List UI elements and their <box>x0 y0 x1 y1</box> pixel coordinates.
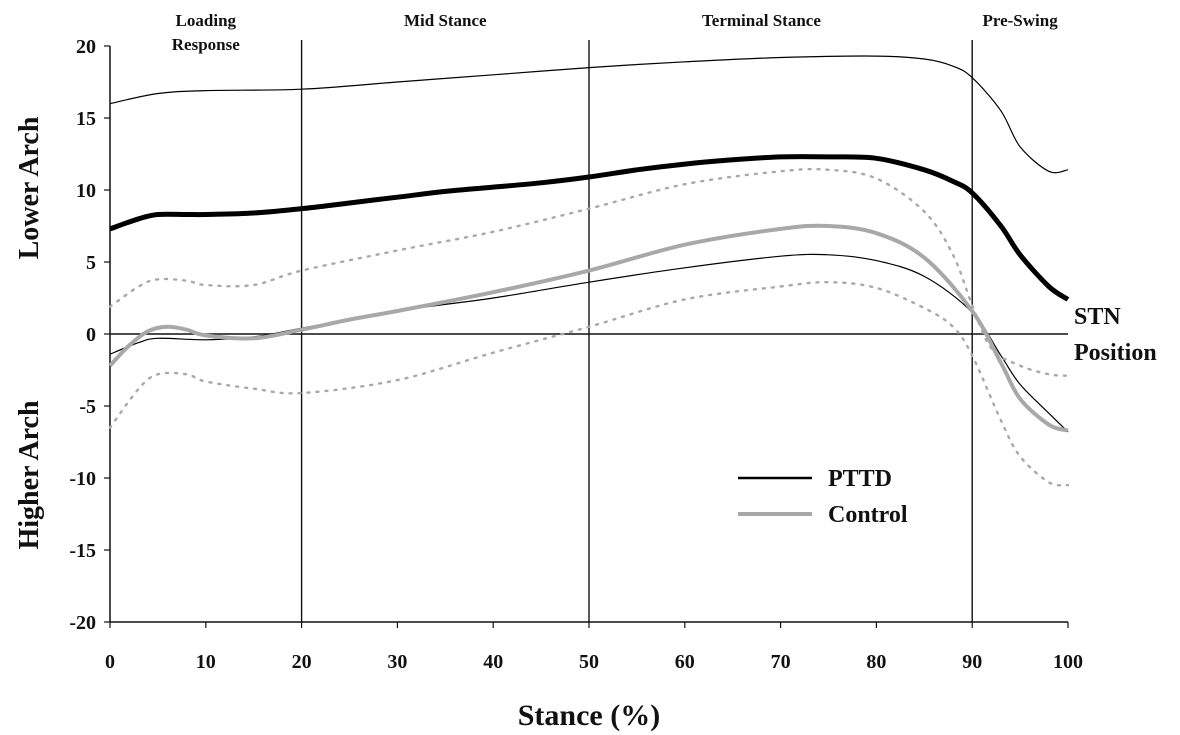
series-control-mean <box>108 223 1069 433</box>
phase-label-0: Loading <box>176 11 237 30</box>
series-pttd-mean <box>109 154 1070 302</box>
y-tick-label--10: -10 <box>69 468 96 490</box>
position-label: Position <box>1074 340 1157 366</box>
y-tick-label--20: -20 <box>69 612 96 634</box>
x-tick-label-80: 80 <box>866 651 886 673</box>
x-tick-label-60: 60 <box>675 651 695 673</box>
y-tick-label-20: 20 <box>76 36 96 58</box>
x-tick-label-10: 10 <box>196 651 216 673</box>
stn-label: STN <box>1074 304 1121 330</box>
legend: PTTD Control <box>738 466 908 528</box>
y-tick-label--15: -15 <box>69 540 96 562</box>
y-axis-label-lower: Higher Arch <box>14 400 45 550</box>
y-tick-label-0: 0 <box>86 324 96 346</box>
x-tick-label-70: 70 <box>771 651 791 673</box>
x-tick-label-0: 0 <box>105 651 115 673</box>
phase-label-0-line2: Response <box>172 35 240 54</box>
legend-label-control: Control <box>828 502 908 528</box>
y-tick-label-5: 5 <box>86 252 96 274</box>
x-tick-label-40: 40 <box>483 651 503 673</box>
x-axis-title: Stance (%) <box>518 699 660 732</box>
y-axis-label-upper: Lower Arch <box>14 116 45 259</box>
phase-label-3: Pre-Swing <box>982 11 1058 30</box>
y-tick-label-10: 10 <box>76 180 96 202</box>
phase-label-2: Terminal Stance <box>702 11 821 30</box>
x-tick-label-100: 100 <box>1053 651 1083 673</box>
y-tick-label-15: 15 <box>76 108 96 130</box>
series-control-lower-sd <box>108 280 1070 487</box>
x-tick-label-50: 50 <box>579 651 599 673</box>
y-tick-label--5: -5 <box>79 396 96 418</box>
series-control-upper-sd <box>108 167 1070 377</box>
series-pttd-lower-sd <box>109 253 1069 433</box>
x-tick-label-20: 20 <box>292 651 312 673</box>
phase-label-1: Mid Stance <box>404 11 487 30</box>
phase-label-layer: Loading Response Mid Stance Terminal Stance… <box>172 11 1058 54</box>
series-layer <box>108 55 1070 487</box>
legend-label-pttd: PTTD <box>828 466 892 492</box>
x-tick-label-30: 30 <box>387 651 407 673</box>
x-tick-label-90: 90 <box>962 651 982 673</box>
series-pttd-upper-sd <box>109 55 1069 174</box>
